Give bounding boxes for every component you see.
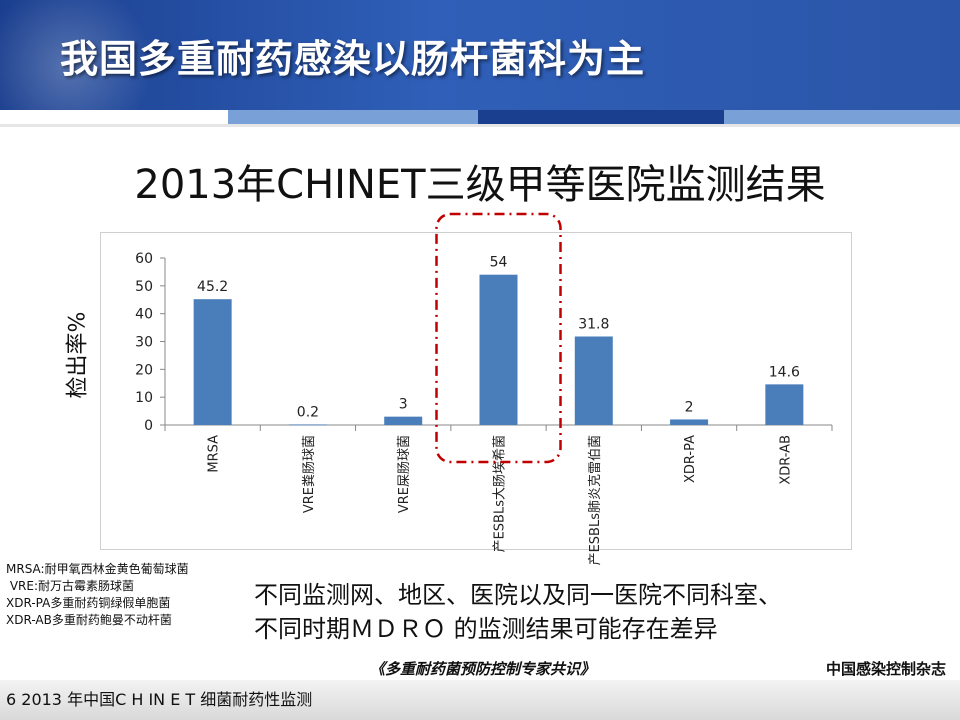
category-label-2: VRE屎肠球菌 xyxy=(397,435,412,513)
footer-bar xyxy=(0,680,960,720)
journal-name: 中国感染控制杂志 xyxy=(825,660,946,678)
bar-6 xyxy=(765,384,804,425)
slide-header: 我国多重耐药感染以肠杆菌科为主 xyxy=(0,0,960,110)
bar-5 xyxy=(670,419,709,425)
category-label-0: MRSA xyxy=(207,435,222,473)
legend-line-mrsa: MRSA:耐甲氧西林金黄色葡萄球菌 xyxy=(6,562,189,576)
data-label-3: 54 xyxy=(490,255,508,271)
chart-subtitle: 2013年CHINET三级甲等医院监测结果 xyxy=(134,162,826,208)
category-label-1: VRE粪肠球菌 xyxy=(302,435,317,513)
y-tick-label: 40 xyxy=(135,307,153,323)
highlight-box xyxy=(435,212,562,464)
bar-1 xyxy=(288,424,327,426)
header-stripe-1 xyxy=(0,110,228,124)
slide-title: 我国多重耐药感染以肠杆菌科为主 xyxy=(60,37,646,81)
y-tick-label: 20 xyxy=(135,362,153,378)
category-label-4: 产ESBLs肺炎克雷伯菌 xyxy=(588,435,603,565)
bar-2 xyxy=(384,416,423,425)
header-divider xyxy=(0,124,960,127)
y-tick-label: 60 xyxy=(135,251,153,267)
data-label-0: 45.2 xyxy=(197,279,228,295)
data-label-2: 3 xyxy=(399,397,408,413)
header-decoration xyxy=(0,0,170,110)
category-label-6: XDR-AB xyxy=(778,435,793,485)
abbreviation-legend: MRSA:耐甲氧西林金黄色葡萄球菌 VRE:耐万古霉素肠球菌 XDR-PA多重耐… xyxy=(6,561,189,629)
source-citation: 《多重耐药菌预防控制专家共识》 xyxy=(370,660,596,678)
y-tick-label: 30 xyxy=(135,335,153,351)
header-stripe-2 xyxy=(228,110,478,124)
legend-line-xdr-ab: XDR-AB多重耐药鲍曼不动杆菌 xyxy=(6,613,172,627)
legend-line-vre: VRE:耐万古霉素肠球菌 xyxy=(6,579,134,593)
data-label-6: 14.6 xyxy=(769,364,800,380)
data-label-4: 31.8 xyxy=(578,316,609,332)
y-tick-label: 10 xyxy=(135,390,153,406)
y-tick-label: 0 xyxy=(144,418,153,434)
header-stripe-4 xyxy=(724,110,960,124)
note-line-2: 不同时期ＭＤＲＯ 的监测结果可能存在差异 xyxy=(254,615,718,643)
category-label-3: 产ESBLs大肠埃希菌 xyxy=(493,435,508,552)
header-stripe-3 xyxy=(478,110,724,124)
data-label-1: 0.2 xyxy=(297,404,319,420)
category-label-5: XDR-PA xyxy=(683,435,698,483)
legend-line-xdr-pa: XDR-PA多重耐药铜绿假单胞菌 xyxy=(6,596,171,610)
note-line-1: 不同监测网、地区、医院以及同一医院不同科室、 xyxy=(254,581,782,609)
y-tick-label: 50 xyxy=(135,279,153,295)
variation-note: 不同监测网、地区、医院以及同一医院不同科室、 不同时期ＭＤＲＯ 的监测结果可能存… xyxy=(254,578,782,646)
data-label-5: 2 xyxy=(685,399,694,415)
bar-3 xyxy=(479,274,518,425)
footer-caption: 6 2013 年中国C H IN E T 细菌耐药性监测 xyxy=(6,690,313,709)
bar-0 xyxy=(193,299,232,425)
bar-4 xyxy=(574,336,613,425)
